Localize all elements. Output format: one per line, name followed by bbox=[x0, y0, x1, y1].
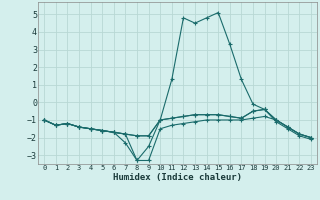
X-axis label: Humidex (Indice chaleur): Humidex (Indice chaleur) bbox=[113, 173, 242, 182]
